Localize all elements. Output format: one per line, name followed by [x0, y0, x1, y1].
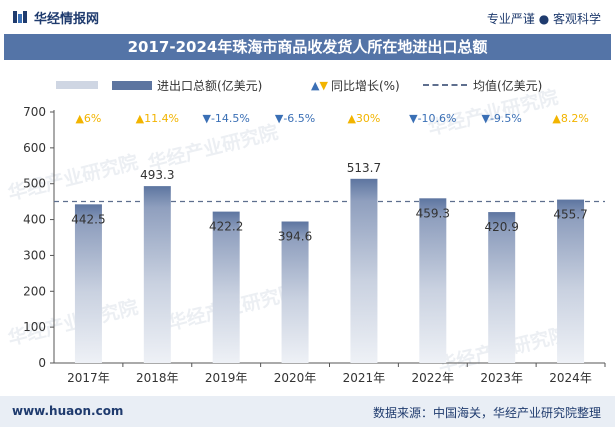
bar-3 [212, 211, 240, 363]
bar-7 [488, 212, 516, 363]
x-tick-label: 2021年 [343, 371, 386, 385]
legend-light-swatch [56, 74, 98, 96]
top-bar: 华经情报网 专业严谨 ● 客观科学 [0, 0, 615, 34]
legend-bar-swatch [112, 80, 152, 90]
legend-average-dash [423, 84, 467, 86]
legend-bar-label: 进出口总额(亿美元) [157, 78, 263, 93]
growth-label-2: ▲11.4% [136, 112, 179, 125]
growth-label-3: ▼-14.5% [203, 112, 250, 125]
y-tick-label: 100 [23, 320, 46, 334]
y-tick-label: 300 [23, 248, 46, 262]
legend-average-label: 均值(亿美元) [473, 78, 543, 93]
triangle-up-icon: ▲ [311, 78, 320, 92]
y-tick-label: 400 [23, 213, 46, 227]
x-tick-label: 2024年 [549, 371, 592, 385]
value-label-3: 422.2 [209, 220, 243, 234]
growth-label-4: ▼-6.5% [275, 112, 315, 125]
brand-name: 华经情报网 [34, 11, 100, 27]
tagline: 专业严谨 ● 客观科学 [486, 12, 601, 26]
growth-label-6: ▼-10.6% [409, 112, 456, 125]
website-link[interactable]: www.huaon.com [12, 404, 124, 418]
value-label-8: 455.7 [553, 208, 587, 222]
value-label-6: 459.3 [416, 206, 450, 220]
x-tick-label: 2020年 [274, 371, 317, 385]
value-label-5: 513.7 [347, 161, 381, 175]
growth-labels: ▲6% ▲11.4% ▼-14.5% ▼-6.5% ▲30% ▼-10.6% ▼-9.5% ▲… [75, 112, 588, 125]
bar-chart: 华经产业研究院华经产业研究院华经产业研究院华经产业研究院华经产业研究院华经产业研… [6, 85, 606, 385]
legend-growth-label: 同比增长(%) [330, 78, 400, 93]
y-tick-label: 500 [23, 177, 46, 191]
footer: www.huaon.com 数据来源：中国海关，华经产业研究院整理 [0, 396, 615, 427]
bar-6 [419, 198, 447, 363]
value-label-7: 420.9 [485, 220, 519, 234]
bars [74, 178, 585, 363]
chart-title: 2017-2024年珠海市商品收发货人所在地进出口总额 [4, 34, 611, 60]
legend-light-swatch-box [56, 81, 98, 89]
bar-2 [143, 186, 171, 363]
value-labels: 442.5 493.3 422.2 394.6 513.7 459.3 420.9 455.7 [71, 161, 587, 244]
huajing-logo-icon [13, 11, 27, 23]
bar-5 [350, 178, 378, 363]
growth-label-5: ▲30% [347, 112, 380, 125]
data-source: 数据来源：中国海关，华经产业研究院整理 [372, 406, 601, 420]
legend-average: 均值(亿美元) [423, 74, 542, 96]
value-label-4: 394.6 [278, 230, 312, 244]
x-tick-label: 2022年 [412, 371, 455, 385]
bar-4 [281, 221, 309, 363]
bar-1 [74, 204, 102, 363]
x-tick-label: 2019年 [205, 371, 248, 385]
x-tick-label: 2018年 [136, 371, 179, 385]
y-tick-label: 200 [23, 284, 46, 298]
y-tick-label: 0 [38, 356, 46, 370]
legend-bar: 进出口总额(亿美元) [112, 74, 262, 96]
x-tick-label: 2023年 [480, 371, 523, 385]
growth-label-1: ▲6% [75, 112, 101, 125]
y-tick-label: 700 [23, 105, 46, 119]
value-label-2: 493.3 [140, 168, 174, 182]
brand[interactable]: 华经情报网 [12, 8, 100, 27]
legend-growth: ▲ ▼ 同比增长(%) [311, 74, 400, 96]
x-tick-label: 2017年 [67, 371, 110, 385]
value-label-1: 442.5 [71, 212, 105, 226]
watermark-1: 华经产业研究院 [146, 120, 281, 174]
growth-label-7: ▼-9.5% [482, 112, 522, 125]
bar-8 [557, 199, 585, 363]
y-tick-label: 600 [23, 141, 46, 155]
triangle-down-icon: ▼ [319, 78, 328, 92]
growth-label-8: ▲8.2% [552, 112, 588, 125]
chart-legend: 进出口总额(亿美元) ▲ ▼ 同比增长(%) 均值(亿美元) [0, 74, 615, 96]
